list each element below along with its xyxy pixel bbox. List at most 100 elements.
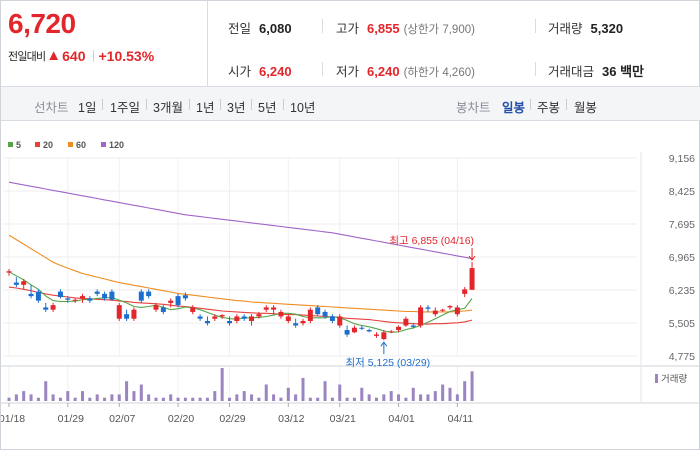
candle-body <box>160 307 166 312</box>
candle-body <box>403 318 409 326</box>
candle-body <box>212 316 218 319</box>
candle-period-weekly[interactable]: 주봉 <box>537 101 561 115</box>
x-tick-label: 04/11 <box>448 413 474 425</box>
period-1w[interactable]: 1주일 <box>110 101 140 115</box>
candle-body <box>469 268 475 290</box>
period-1d[interactable]: 1일 <box>78 101 97 115</box>
x-tick-label: 03/21 <box>330 413 356 425</box>
candle-chart-label: 봉차트 <box>456 101 491 115</box>
volume-bar <box>404 397 408 401</box>
volume-bar <box>81 391 84 401</box>
candle-body <box>6 271 12 273</box>
candle-body <box>315 307 321 315</box>
line-chart-label: 선차트 <box>34 101 69 115</box>
volume-bar <box>117 394 121 401</box>
candle-body <box>381 332 387 340</box>
candle <box>410 323 416 329</box>
candle-period-daily[interactable]: 일봉 <box>502 101 526 115</box>
volume-bar <box>397 394 401 401</box>
volume-bar <box>352 397 356 401</box>
divider <box>322 62 323 76</box>
divider <box>566 99 567 110</box>
candle <box>432 307 438 317</box>
divider <box>251 99 252 110</box>
candle <box>50 302 56 312</box>
candle-body <box>13 282 19 285</box>
candle <box>241 314 247 321</box>
x-tick-label: 03/12 <box>278 413 304 425</box>
candle-period-monthly[interactable]: 월봉 <box>574 101 598 115</box>
volume-bar <box>36 397 40 401</box>
candle-body <box>182 295 188 299</box>
arrow-down-icon <box>468 255 476 261</box>
x-tick-label: 04/01 <box>388 413 414 425</box>
low-annotation-label: 최저 5,125 (03/29) <box>345 357 430 369</box>
volume-bar <box>441 384 445 401</box>
candle <box>57 289 63 299</box>
volume-bar <box>294 394 298 401</box>
candle-body <box>410 325 416 327</box>
candle-body <box>197 316 203 319</box>
volume-bar <box>419 394 423 401</box>
candle-body <box>396 326 402 331</box>
stat-value: 6,080 <box>259 21 292 36</box>
candle <box>337 314 343 328</box>
candle-body <box>43 307 49 310</box>
period-5y[interactable]: 5년 <box>258 101 277 115</box>
candle <box>168 298 174 308</box>
candle <box>182 292 188 301</box>
x-tick-label: 01/18 <box>1 413 25 425</box>
volume-bar <box>316 397 320 401</box>
period-10y[interactable]: 10년 <box>290 101 316 115</box>
stat-label: 고가 <box>336 22 360 36</box>
candle <box>87 296 93 303</box>
y-tick-label: 6,235 <box>669 285 695 297</box>
x-axis-labels: 01/18 01/29 02/07 02/20 02/29 03/12 03/21 04/01… <box>1 403 473 425</box>
period-1y[interactable]: 1년 <box>196 101 215 115</box>
candle <box>374 332 379 338</box>
candle-body <box>204 320 210 324</box>
volume-bar <box>220 368 224 401</box>
candle <box>131 307 137 321</box>
candle-body <box>116 305 122 319</box>
divider <box>189 99 190 110</box>
candle-body <box>87 298 93 301</box>
volume-bar <box>161 397 165 401</box>
candle-body <box>94 291 100 294</box>
high-annotation-label: 최고 6,855 (04/16) <box>389 235 474 247</box>
candle <box>35 289 41 303</box>
volume-bar <box>95 394 99 401</box>
candle <box>138 289 144 303</box>
candle <box>447 305 453 310</box>
volume-bar <box>330 397 334 401</box>
candle-body <box>263 307 269 310</box>
volume-legend-swatch <box>655 374 658 383</box>
candle-body <box>190 307 196 312</box>
candle <box>197 314 203 321</box>
chart-legend: 5 20 60 120 <box>8 140 124 150</box>
candle-body <box>57 291 63 298</box>
period-3m[interactable]: 3개월 <box>153 101 183 115</box>
candle <box>153 302 159 312</box>
candle <box>234 314 240 324</box>
candle-body <box>249 316 255 321</box>
ma-60-line <box>8 234 473 313</box>
candle <box>300 318 306 326</box>
candle <box>381 330 387 341</box>
volume-bar <box>103 397 107 401</box>
y-tick-label: 5,505 <box>669 318 695 330</box>
candle <box>13 277 19 288</box>
volume-bar <box>14 394 18 401</box>
candle-body <box>234 316 240 321</box>
candle-body <box>138 291 144 301</box>
stat-trade-value: 거래대금 36 백만 <box>548 61 644 80</box>
candle-body <box>374 334 379 336</box>
candle <box>396 325 402 333</box>
volume-bar <box>360 387 364 401</box>
candle <box>322 309 328 319</box>
period-3y[interactable]: 3년 <box>227 101 246 115</box>
candle <box>462 287 468 298</box>
volume-bar <box>242 391 246 401</box>
chart-grid <box>3 157 637 401</box>
legend-label: 5 <box>16 140 21 150</box>
